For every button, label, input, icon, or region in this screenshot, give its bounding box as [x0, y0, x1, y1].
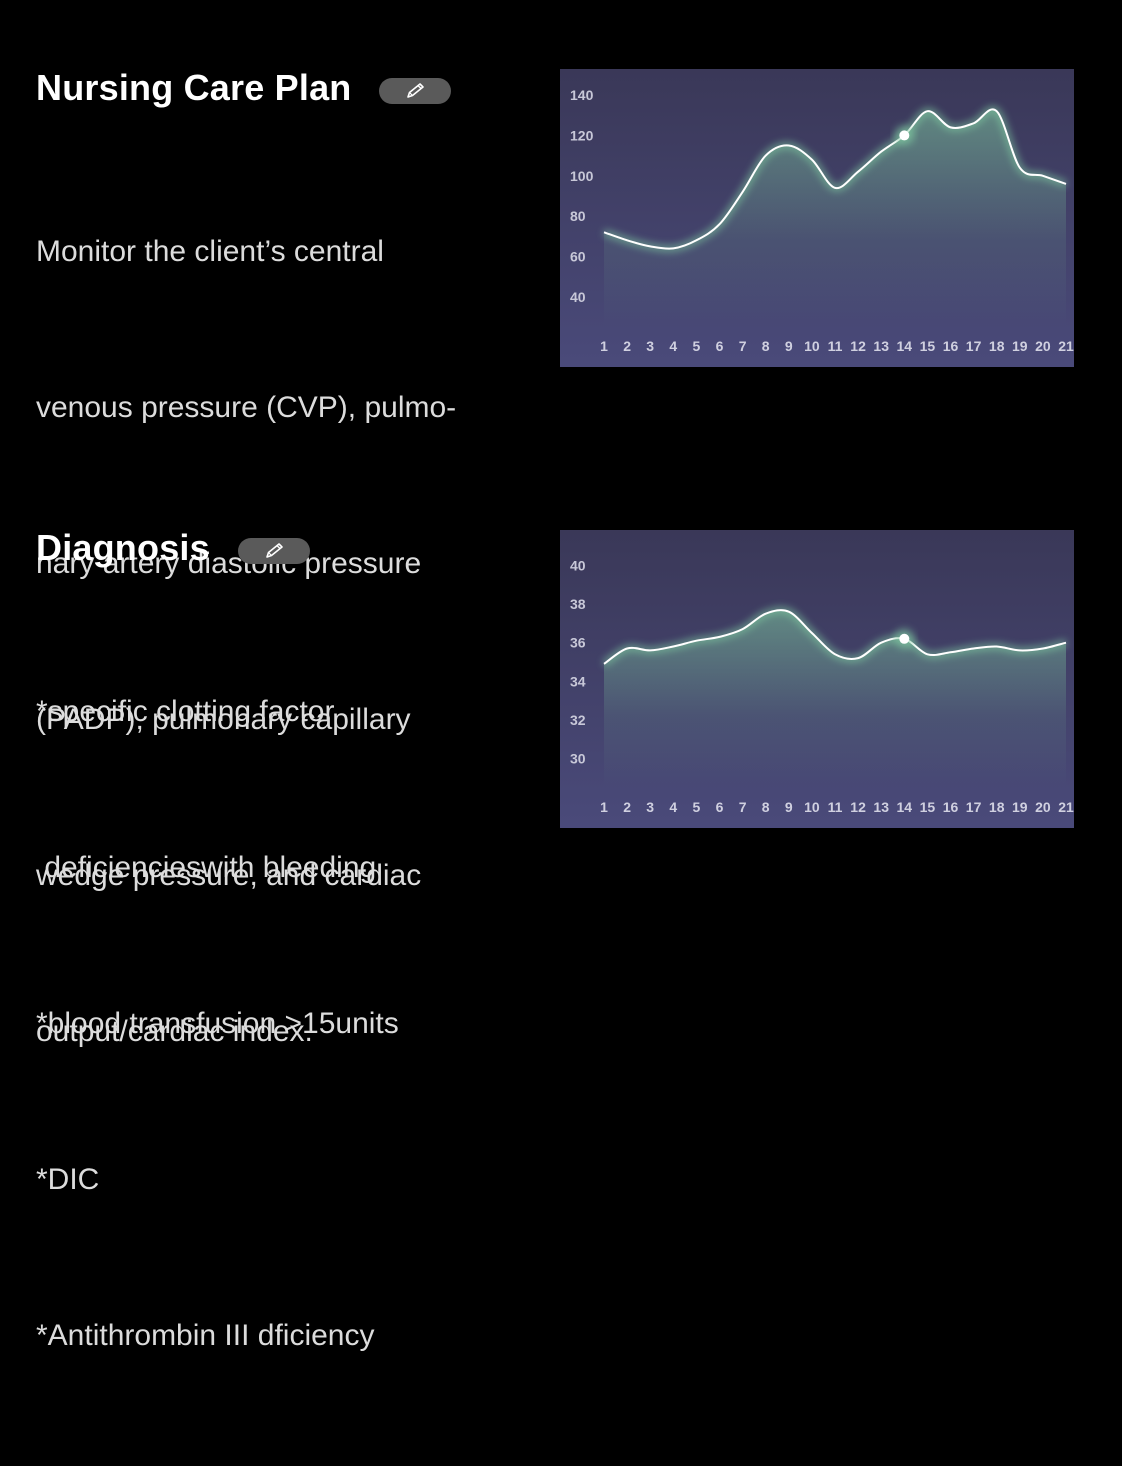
x-tick-label: 9: [785, 799, 793, 815]
text-line: *Antithrombin III dficiency: [36, 1319, 375, 1352]
x-tick-label: 12: [850, 799, 866, 815]
x-tick-label: 16: [943, 338, 959, 354]
text-line: *DIC: [36, 1163, 100, 1196]
pencil-icon: [407, 83, 425, 98]
x-tick-label: 11: [828, 799, 843, 815]
text-line: deficiencieswith bleeding: [36, 851, 377, 884]
nursing-care-plan-title: Nursing Care Plan: [36, 67, 352, 108]
diagnosis-section: Diagnosis *specific clotting factor defi…: [36, 527, 546, 1466]
x-tick-label: 7: [739, 799, 747, 815]
highlight-point[interactable]: [899, 633, 910, 644]
x-tick-label: 6: [716, 338, 724, 354]
x-tick-label: 1: [600, 338, 608, 354]
x-tick-label: 3: [646, 338, 654, 354]
nursing-care-plan-header: Nursing Care Plan: [36, 67, 546, 108]
y-tick-label: 140: [570, 87, 594, 103]
x-tick-label: 17: [966, 799, 982, 815]
x-tick-label: 21: [1058, 338, 1074, 354]
series-line: [603, 108, 1067, 250]
edit-nursing-care-plan-button[interactable]: [379, 78, 452, 104]
y-tick-label: 60: [570, 248, 586, 264]
text-line: *blood transfusion >15units: [36, 1007, 399, 1040]
x-tick-label: 10: [804, 799, 820, 815]
temperature-trend-chart: 30 32 34 36 38 40 1 2 3 4 5 6 7 8 9 10 11 12 13 14 15 16 17 18 1…: [560, 530, 1074, 828]
x-tick-label: 19: [1012, 799, 1028, 815]
nursing-care-plan-text: Monitor the client’s central venous pres…: [36, 122, 546, 1162]
y-tick-label: 120: [570, 127, 594, 143]
y-tick-label: 100: [570, 168, 594, 184]
diagnosis-title: Diagnosis: [36, 527, 210, 568]
diagnosis-text: *specific clotting factor deficiencieswi…: [36, 582, 546, 1466]
x-tick-label: 1: [600, 799, 608, 815]
x-tick-label: 4: [669, 799, 677, 815]
text-line: (PADP), pulmonary capillary: [36, 703, 411, 736]
x-tick-label: 5: [693, 338, 701, 354]
y-tick-label: 40: [570, 289, 586, 305]
x-tick-label: 8: [762, 799, 770, 815]
y-tick-label: 34: [570, 673, 586, 689]
x-tick-label: 3: [646, 799, 654, 815]
x-tick-label: 5: [693, 799, 701, 815]
x-tick-label: 18: [989, 799, 1005, 815]
series-line: [603, 609, 1067, 665]
highlight-point[interactable]: [899, 130, 910, 141]
y-tick-label: 40: [570, 557, 586, 573]
y-tick-label: 38: [570, 596, 586, 612]
x-tick-label: 7: [739, 338, 747, 354]
diagnosis-header: Diagnosis: [36, 527, 546, 568]
y-tick-label: 30: [570, 751, 586, 767]
x-tick-label: 20: [1035, 799, 1051, 815]
x-tick-label: 4: [669, 338, 677, 354]
x-tick-label: 15: [920, 338, 936, 354]
x-tick-label: 16: [943, 799, 959, 815]
x-tick-label: 19: [1012, 338, 1028, 354]
x-tick-label: 12: [850, 338, 866, 354]
x-tick-label: 10: [804, 338, 820, 354]
x-tick-label: 6: [716, 799, 724, 815]
x-tick-label: 14: [897, 338, 913, 354]
pencil-icon: [266, 543, 283, 558]
x-tick-label: 11: [828, 338, 843, 354]
x-tick-label: 2: [623, 338, 631, 354]
x-tick-label: 9: [785, 338, 793, 354]
nursing-care-plan-section: Nursing Care Plan Monitor the client’s c…: [36, 67, 546, 1162]
cvp-trend-chart: 40 60 80 100 120 140 1 2 3 4 5 6 7 8 9 10 11 12 13 14 15 16 17…: [560, 69, 1074, 367]
x-tick-label: 20: [1035, 338, 1051, 354]
text-line: Monitor the client’s central: [36, 235, 384, 268]
x-tick-label: 2: [623, 799, 631, 815]
x-tick-label: 14: [897, 799, 913, 815]
x-tick-label: 8: [762, 338, 770, 354]
x-tick-label: 13: [873, 338, 889, 354]
x-tick-label: 13: [873, 799, 889, 815]
x-tick-label: 18: [989, 338, 1005, 354]
x-tick-label: 15: [920, 799, 936, 815]
x-tick-label: 21: [1058, 799, 1074, 815]
x-tick-label: 17: [966, 338, 982, 354]
y-tick-label: 32: [570, 712, 586, 728]
series-area: [604, 109, 1066, 327]
y-tick-label: 36: [570, 635, 586, 651]
text-line: *specific clotting factor: [36, 695, 335, 728]
edit-diagnosis-button[interactable]: [237, 538, 310, 564]
text-line: venous pressure (CVP), pulmo-: [36, 391, 457, 424]
y-tick-label: 80: [570, 208, 586, 224]
